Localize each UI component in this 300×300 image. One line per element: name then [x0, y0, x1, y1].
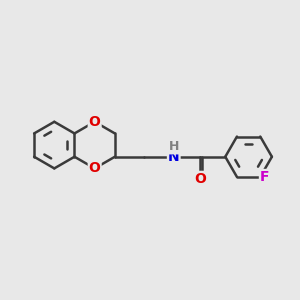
Text: O: O	[89, 161, 100, 176]
Text: N: N	[168, 150, 180, 164]
Text: O: O	[194, 172, 206, 186]
Text: H: H	[169, 140, 179, 153]
Text: F: F	[260, 170, 269, 184]
Text: O: O	[89, 115, 100, 129]
